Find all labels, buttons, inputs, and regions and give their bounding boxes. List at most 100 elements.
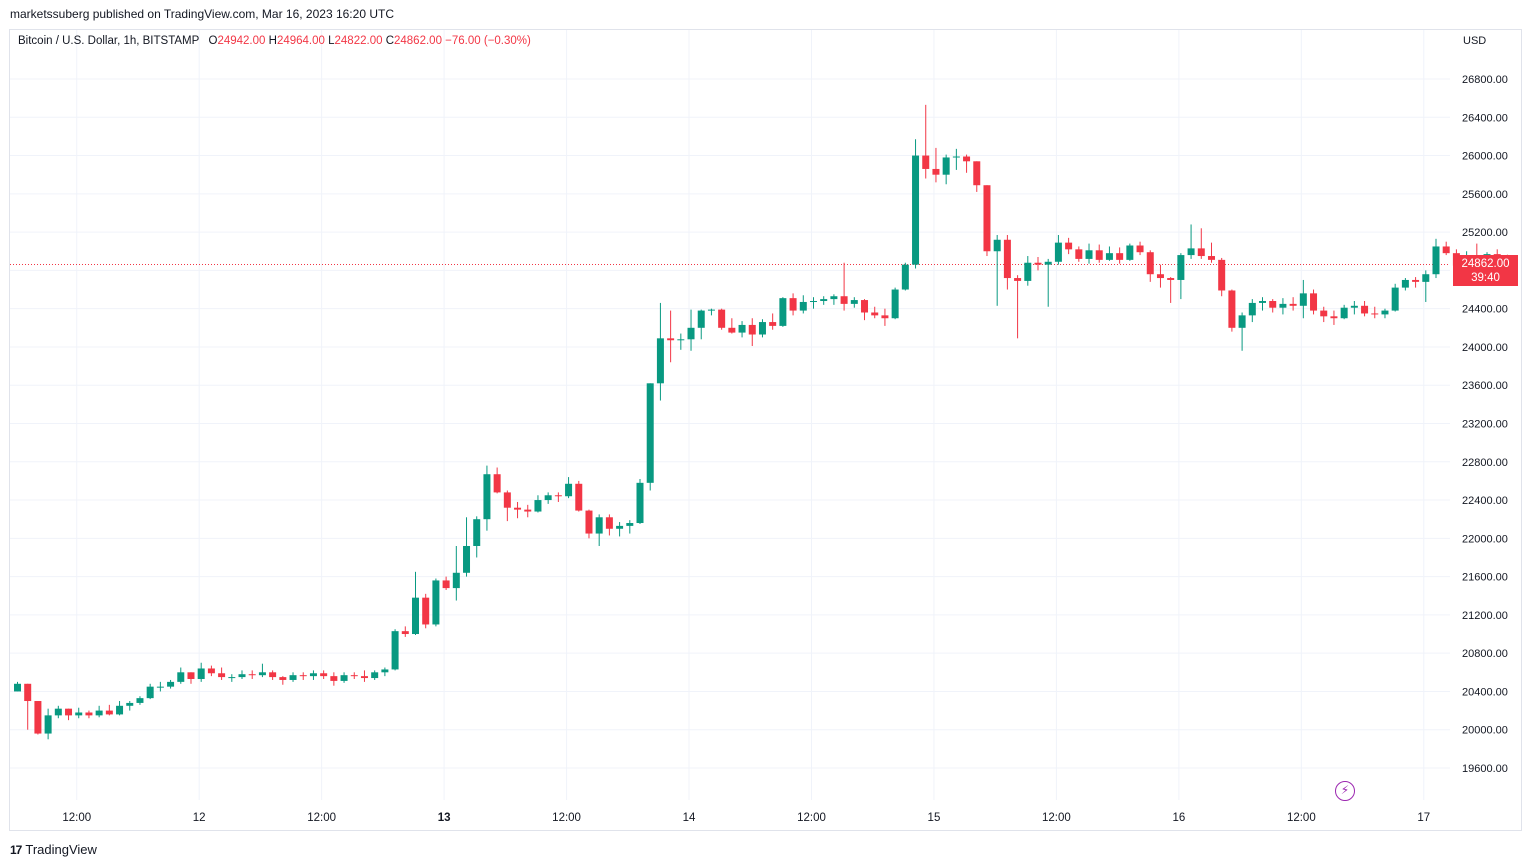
candle-body	[1361, 305, 1369, 314]
price-axis: 19600.00 20000.00 20400.00 20800.00 21200.00…	[1462, 74, 1508, 775]
chart-grid	[10, 30, 1450, 800]
low-label: L	[328, 35, 335, 47]
candle-body	[75, 712, 83, 716]
candle	[1412, 277, 1420, 288]
candle	[187, 672, 195, 684]
price-tick-label: 21600.00	[1462, 572, 1508, 584]
candle	[1156, 264, 1164, 288]
bar-countdown: 39:40	[1471, 272, 1500, 285]
candle-body	[1003, 239, 1011, 279]
candle	[1075, 246, 1083, 262]
symbol-legend[interactable]: Bitcoin / U.S. Dollar, 1h, BITSTAMP O249…	[18, 35, 531, 47]
lightning-icon[interactable]: ⚡︎	[1335, 781, 1355, 801]
candle-body	[636, 482, 644, 524]
candle-body	[1412, 279, 1420, 282]
candle-body	[891, 289, 899, 319]
candle	[146, 683, 154, 700]
candle	[830, 294, 838, 305]
candle-body	[973, 161, 981, 186]
candle-body	[116, 705, 124, 715]
candle	[1105, 246, 1113, 261]
candle-body	[758, 322, 766, 335]
candle-body	[1054, 242, 1062, 262]
candle-body	[820, 299, 828, 302]
candle	[1432, 238, 1440, 279]
candle-body	[411, 597, 419, 635]
candle-body	[1238, 315, 1246, 328]
candle-body	[95, 710, 103, 716]
candle	[1330, 310, 1338, 325]
candle	[371, 670, 379, 680]
candle	[105, 704, 113, 716]
candle	[901, 262, 909, 291]
candle-body	[320, 673, 328, 677]
candle-body	[422, 597, 430, 625]
time-tick-label: 14	[683, 812, 696, 824]
tradingview-brand[interactable]: 17 TradingView	[10, 842, 97, 857]
candle-body	[167, 681, 175, 687]
low-value: 24822.00	[334, 35, 383, 47]
candle	[942, 154, 950, 185]
candle	[1054, 234, 1062, 265]
candle	[340, 672, 348, 683]
candle-body	[1024, 262, 1032, 281]
candle	[1320, 306, 1328, 323]
candle	[758, 319, 766, 338]
time-tick-label: 15	[928, 812, 941, 824]
candle-body	[1136, 245, 1144, 253]
candle	[207, 665, 215, 677]
candle	[840, 262, 848, 311]
candle-body	[156, 686, 164, 688]
candle-body	[1442, 246, 1450, 254]
candle-body	[748, 324, 756, 335]
candle	[1207, 242, 1215, 263]
candle-body	[1483, 254, 1491, 257]
candle-body	[177, 672, 185, 682]
price-tick-label: 22400.00	[1462, 495, 1508, 507]
candle-body	[738, 324, 746, 333]
candle-body	[646, 383, 654, 483]
candle	[993, 234, 1001, 306]
candle	[636, 479, 644, 524]
candle	[269, 670, 277, 680]
candle	[1381, 308, 1389, 319]
candle	[34, 701, 42, 735]
candle	[218, 667, 226, 680]
candle	[656, 302, 664, 401]
candle	[1034, 256, 1042, 271]
candle	[156, 681, 164, 692]
candle-body	[65, 708, 73, 716]
candle-body	[554, 495, 562, 497]
time-tick-label: 12:00	[797, 812, 826, 824]
candle	[238, 670, 246, 680]
candle	[85, 710, 93, 719]
candle-body	[616, 525, 624, 529]
candles	[14, 104, 1511, 740]
candle	[1218, 257, 1226, 297]
candle	[769, 313, 777, 330]
candle	[65, 708, 73, 721]
price-tick-label: 20000.00	[1462, 725, 1508, 737]
price-tick-label: 25200.00	[1462, 227, 1508, 239]
candle	[514, 501, 522, 519]
candle	[493, 467, 501, 494]
candle-body	[912, 155, 920, 265]
candle	[871, 306, 879, 319]
candle	[1197, 228, 1205, 259]
candle-body	[840, 296, 848, 304]
time-tick-label: 12:00	[62, 812, 91, 824]
candle	[820, 296, 828, 305]
candle	[422, 593, 430, 629]
candle-body	[1146, 252, 1154, 275]
candle-body	[432, 580, 440, 625]
candle-body	[1105, 253, 1113, 260]
time-tick-label: 12	[193, 812, 206, 824]
candle-body	[493, 474, 501, 493]
candle-body	[1299, 293, 1307, 306]
price-tick-label: 26800.00	[1462, 74, 1508, 86]
candle-body	[126, 702, 134, 706]
candle	[799, 295, 807, 314]
time-tick-label: 12:00	[1287, 812, 1316, 824]
candle-body	[534, 500, 542, 512]
